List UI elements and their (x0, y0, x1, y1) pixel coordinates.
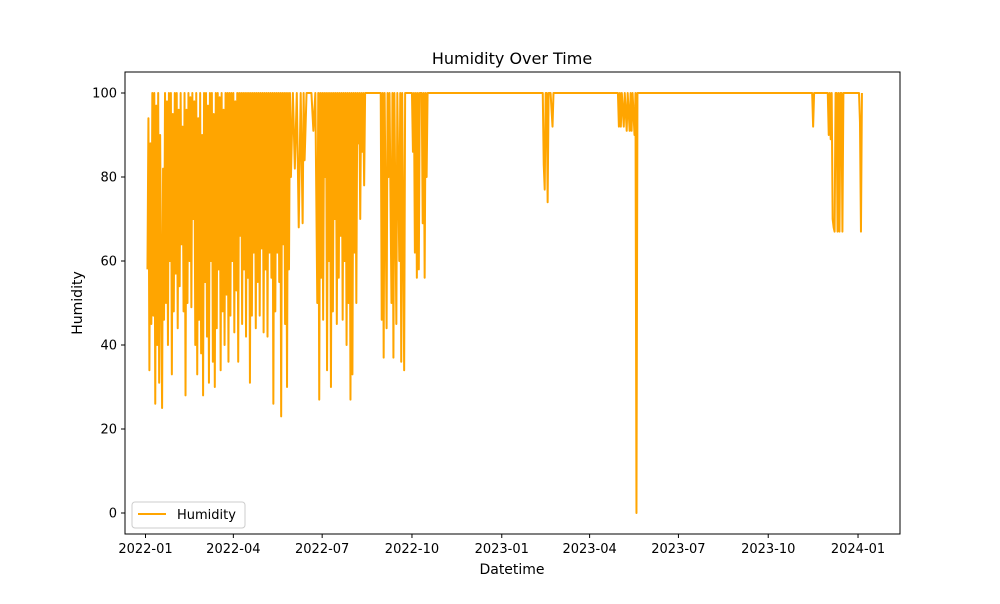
y-tick-label: 40 (100, 339, 117, 354)
legend: Humidity (131, 501, 246, 529)
legend-label: Humidity (177, 508, 236, 523)
plot-area (146, 92, 863, 514)
legend-box (131, 501, 246, 529)
x-tick-label: 2022-07 (295, 542, 349, 557)
x-tick-label: 2022-01 (118, 542, 172, 557)
y-axis-label: Humidity (70, 271, 86, 334)
series-line-humidity (146, 92, 863, 514)
x-tick-label: 2023-04 (562, 542, 616, 557)
x-tick-label: 2023-07 (651, 542, 705, 557)
x-tick-label: 2022-04 (206, 542, 260, 557)
y-tick-label: 0 (109, 507, 117, 522)
x-tick-label: 2024-01 (831, 542, 885, 557)
x-tick-label: 2023-01 (475, 542, 529, 557)
x-tick-label: 2022-10 (385, 542, 439, 557)
axes-frame (124, 71, 901, 535)
y-tick-label: 60 (100, 255, 117, 270)
x-axis: 2022-01 2022-04 2022-07 2022-10 2023-01 2023-… (118, 534, 885, 557)
x-tick-label: 2023-10 (741, 542, 795, 557)
y-tick-label: 100 (92, 87, 117, 102)
y-tick-label: 80 (100, 171, 117, 186)
y-tick-label: 20 (100, 423, 117, 438)
y-axis: 0 20 40 60 80 100 (92, 87, 125, 522)
chart-title: Humidity Over Time (432, 49, 592, 68)
x-axis-label: Datetime (479, 562, 544, 578)
